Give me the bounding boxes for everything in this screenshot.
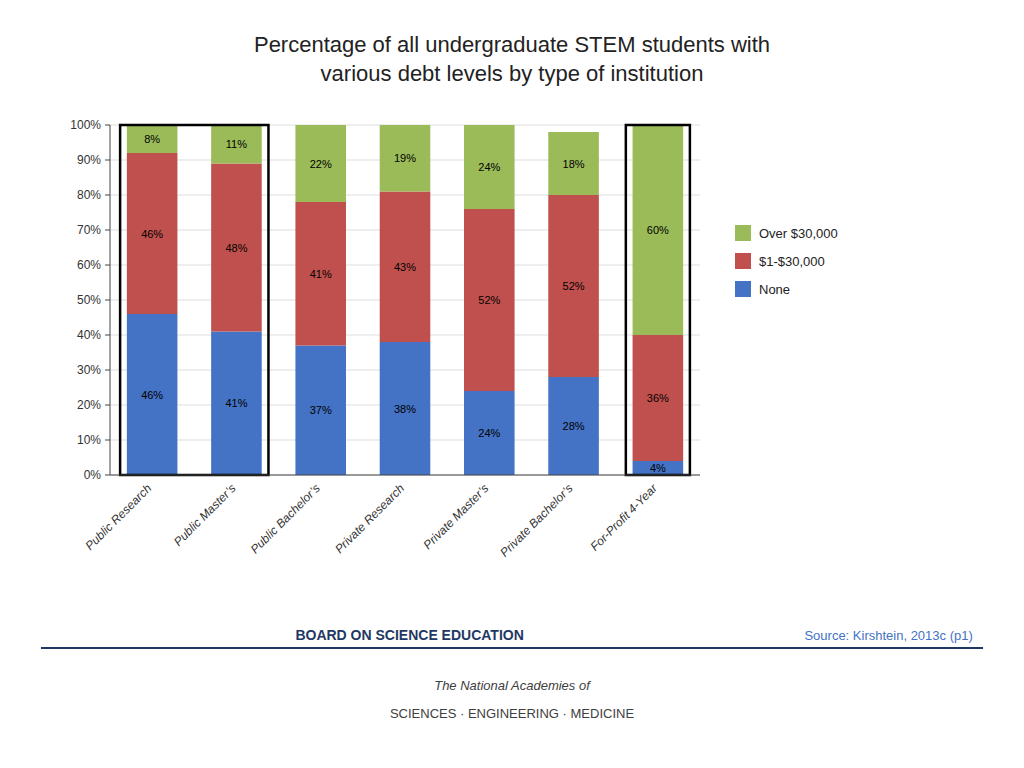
data-label: 52% [478,294,500,306]
y-tick-label: 90% [77,153,101,167]
bar-segment [127,314,178,475]
legend-label: Over $30,000 [759,226,838,241]
data-labels: 46% 41% 37% 38% 24% 28% 4% 46% 48% 41% 43% 52% 52% 36… [141,133,669,474]
y-tick [105,370,110,371]
title-line: various debt levels by type of instituti… [321,61,704,86]
y-tick-label: 70% [77,223,101,237]
data-label: 60% [647,224,669,236]
title: Percentage of all undergraduate STEM stu… [254,32,770,86]
legend-label: None [759,282,790,297]
x-tick-label: Private Bachelor’s [497,481,575,559]
bar-segment [211,332,262,476]
bar-segment [633,125,684,335]
data-label: 22% [310,158,332,170]
bar-segment [380,125,431,192]
x-tick-label: Public Master’s [171,481,239,549]
legend-label: $1-$30,000 [759,254,825,269]
data-label: 18% [563,158,585,170]
y-tick [105,440,110,441]
y-tick [105,405,110,406]
grid [110,125,700,475]
y-tick-label: 0% [84,468,102,482]
footer-source: Source: Kirshtein, 2013c (p1) [804,628,972,643]
bar-segment [464,391,515,475]
bar-segment [295,346,346,476]
y-tick [105,230,110,231]
bar-segment [127,153,178,314]
y-tick-label: 40% [77,328,101,342]
y-tick-label: 20% [77,398,101,412]
y-tick [105,335,110,336]
y-axis-line [110,125,111,475]
academy-line: SCIENCES · ENGINEERING · MEDICINE [390,706,634,721]
bar-segment [295,125,346,202]
y-tick-label: 100% [70,118,101,132]
data-label: 11% [226,138,247,150]
grid-line [110,475,700,476]
data-label: 46% [141,228,163,240]
legend: Over $30,000 $1-$30,000 None [735,225,838,297]
y-tick [105,475,110,476]
y-tick-label: 50% [77,293,101,307]
y-tick-label: 80% [77,188,101,202]
chart: Percentage of all undergraduate STEM stu… [0,0,1024,768]
y-tick [105,160,110,161]
data-label: 19% [394,152,416,164]
bar-segment [548,377,599,475]
bar-segment [127,125,178,153]
bar-segment [380,342,431,475]
legend-swatch [735,225,751,241]
y-tick-label: 30% [77,363,101,377]
data-label: 43% [394,261,416,273]
y-tick-label: 10% [77,433,101,447]
y-tick [105,125,110,126]
bar-segment [211,125,262,164]
bar-segment [633,461,684,475]
y-tick-label: 60% [77,258,101,272]
bar-segment [380,192,431,343]
data-label: 24% [478,161,500,173]
x-tick-label: For-Profit 4-Year [588,481,661,554]
data-label: 48% [225,242,247,254]
bar-segment [633,335,684,461]
footer-separator [41,647,983,649]
bar-segment [464,125,515,209]
data-label: 24% [478,427,500,439]
x-tick-label: Private Master’s [421,481,492,552]
bar-segment [548,132,599,195]
data-label: 36% [647,392,669,404]
academy-line: The National Academies of [434,678,591,693]
legend-swatch [735,281,751,297]
bar-segment [211,164,262,332]
data-label: 28% [563,420,585,432]
legend-swatch [735,253,751,269]
bar-segment [464,209,515,391]
title-line: Percentage of all undergraduate STEM stu… [254,32,770,57]
data-label: 46% [141,389,163,401]
x-axis-line [110,475,700,476]
data-label: 37% [310,404,332,416]
data-label: 8% [144,133,160,145]
bar-segment [295,202,346,346]
data-label: 38% [394,403,416,415]
bars [127,125,683,475]
data-label: 52% [563,280,585,292]
highlight-box [120,125,268,475]
bar-segment [548,195,599,377]
x-tick-label: Public Research [83,481,155,553]
x-tick-label: Private Research [332,481,407,556]
y-tick [105,300,110,301]
y-tick [105,195,110,196]
highlight-box [626,125,690,475]
data-label: 41% [310,268,332,280]
y-tick [105,265,110,266]
x-tick-label: Public Bachelor’s [248,481,323,556]
footer-left: BOARD ON SCIENCE EDUCATION [295,627,523,643]
data-label: 4% [650,462,666,474]
data-label: 41% [225,397,247,409]
